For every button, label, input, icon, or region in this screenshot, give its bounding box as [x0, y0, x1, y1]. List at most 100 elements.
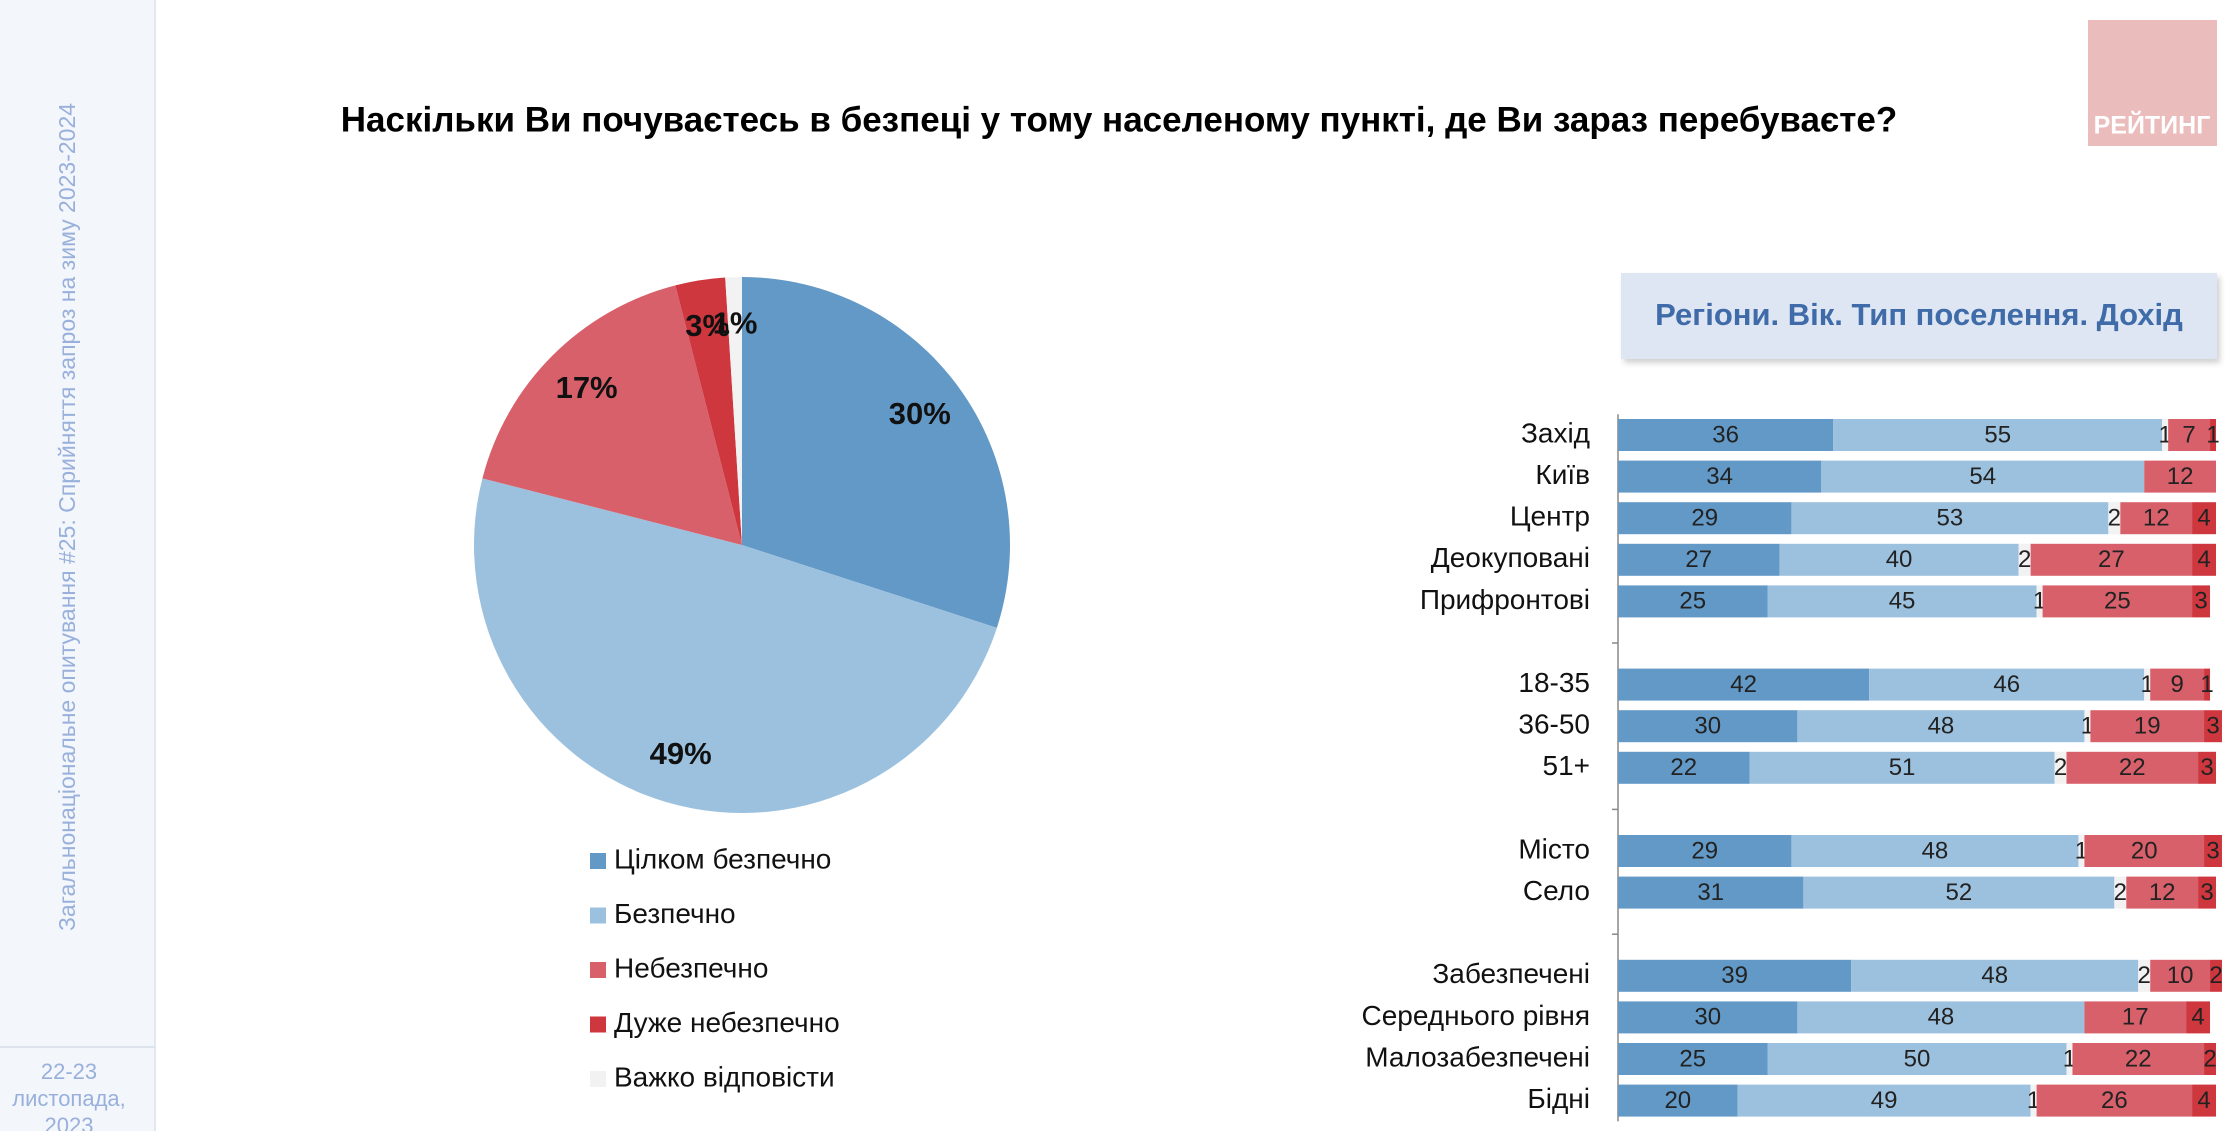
legend-swatch — [590, 907, 606, 924]
bar-segment — [2204, 1043, 2216, 1075]
bar-segment — [1618, 751, 1750, 784]
pie-slice — [675, 277, 742, 545]
bar-segment — [2192, 585, 2211, 618]
category-label: Центр — [1510, 501, 1590, 532]
bar-segment — [1833, 419, 2163, 451]
bar-value: 48 — [1922, 837, 1949, 864]
bar-value: 31 — [1697, 879, 1724, 906]
bar-segment — [1618, 1084, 1738, 1117]
bar-value: 36 — [1712, 421, 1739, 448]
bar-value: 9 — [2170, 671, 2183, 698]
bar-segment — [2204, 710, 2222, 743]
bar-segment — [2084, 710, 2091, 743]
bar-value: 27 — [2098, 546, 2125, 573]
bar-value: 34 — [1706, 463, 1733, 490]
bar-value: 30 — [1694, 1004, 1721, 1031]
bar-segment — [2084, 835, 2205, 867]
pie-label: 3% — [685, 308, 730, 343]
bar-segment — [1851, 959, 2139, 992]
bar-value: 40 — [1886, 546, 1913, 573]
bar-value: 2 — [2054, 754, 2067, 781]
bar-value: 54 — [1969, 463, 1996, 490]
bar-value: 46 — [1993, 671, 2020, 698]
bar-segment — [2078, 835, 2085, 867]
bar-value: 17 — [2122, 1004, 2149, 1031]
bar-segment — [2192, 1084, 2216, 1117]
category-label: 36-50 — [1518, 709, 1590, 740]
bar-value: 27 — [1685, 546, 1712, 573]
bar-segment — [1618, 1043, 1768, 1075]
logo: РЕЙТИНГ — [2094, 110, 2211, 140]
bar-segment — [2192, 502, 2216, 535]
bar-segment — [1618, 543, 1780, 576]
bar-segment — [1618, 668, 1870, 701]
bar-segment — [1797, 1001, 2085, 1034]
bar-segment — [1749, 751, 2055, 784]
category-label: Село — [1523, 875, 1590, 906]
bar-segment — [2126, 876, 2199, 909]
bar-value: 42 — [1730, 671, 1757, 698]
bar-segment — [2018, 543, 2031, 576]
bar-value: 12 — [2149, 879, 2176, 906]
bar-segment — [2162, 419, 2169, 451]
bar-value: 52 — [1946, 879, 1973, 906]
bar-value: 10 — [2167, 962, 2194, 989]
legend-swatch — [590, 1016, 606, 1033]
legend-swatch — [590, 853, 606, 869]
bar-segment — [2042, 585, 2193, 618]
legend-label: Цілком безпечно — [614, 843, 831, 874]
bar-value: 2 — [2108, 505, 2121, 532]
bar-segment — [2030, 1084, 2037, 1117]
bar-value: 25 — [2104, 588, 2131, 615]
bar-segment — [2120, 502, 2193, 535]
bar-value: 49 — [1871, 1087, 1898, 1114]
pie-label: 17% — [556, 370, 618, 405]
bar-value: 19 — [2134, 713, 2161, 740]
bar-value: 3 — [2194, 588, 2207, 615]
bar-segment — [2036, 1084, 2193, 1117]
bar-value: 22 — [2125, 1045, 2152, 1072]
pie-slice — [474, 478, 997, 813]
bar-value: 3 — [2206, 713, 2219, 740]
bar-segment — [2084, 1001, 2187, 1034]
bar-segment — [2066, 751, 2199, 784]
bar-value: 2 — [2018, 546, 2031, 573]
bar-value: 48 — [1928, 1004, 1955, 1031]
bar-segment — [2072, 1043, 2205, 1075]
bar-value: 50 — [1904, 1045, 1931, 1072]
bar-segment — [2198, 751, 2216, 784]
bar-header: Регіони. Вік. Тип поселення. Дохід — [1655, 297, 2183, 332]
bar-value: 12 — [2167, 463, 2194, 490]
legend-swatch — [590, 962, 606, 978]
bar-value: 4 — [2197, 546, 2210, 573]
bar-value: 2 — [2203, 1045, 2216, 1072]
logo-box — [2088, 20, 2217, 146]
pie-slice — [725, 277, 742, 545]
bar-value: 29 — [1691, 837, 1718, 864]
date-line: листопада, — [12, 1086, 126, 1111]
title: Наскільки Ви почуваєтесь в безпеці у том… — [341, 100, 1898, 139]
pie-slice — [742, 277, 1010, 628]
bar-value: 55 — [1984, 421, 2011, 448]
category-label: Забезпечені — [1432, 958, 1590, 989]
bar-segment — [2054, 751, 2067, 784]
bar-value: 39 — [1721, 962, 1748, 989]
legend-label: Дуже небезпечно — [614, 1007, 840, 1038]
bar-value: 22 — [2119, 754, 2146, 781]
legend-swatch — [590, 1071, 606, 1087]
category-label: Середнього рівня — [1361, 1000, 1590, 1031]
pie-slice — [482, 285, 742, 545]
bar-segment — [1618, 419, 1834, 451]
bar-segment — [2138, 959, 2151, 992]
bar-value: 4 — [2191, 1004, 2204, 1031]
bar-value: 45 — [1889, 588, 1916, 615]
bar-segment — [1737, 1084, 2031, 1117]
bar-value: 48 — [1928, 713, 1955, 740]
bar-segment — [1618, 585, 1768, 618]
bar-value: 29 — [1691, 505, 1718, 532]
bar-segment — [1618, 876, 1804, 909]
bar-segment — [2186, 1001, 2211, 1034]
